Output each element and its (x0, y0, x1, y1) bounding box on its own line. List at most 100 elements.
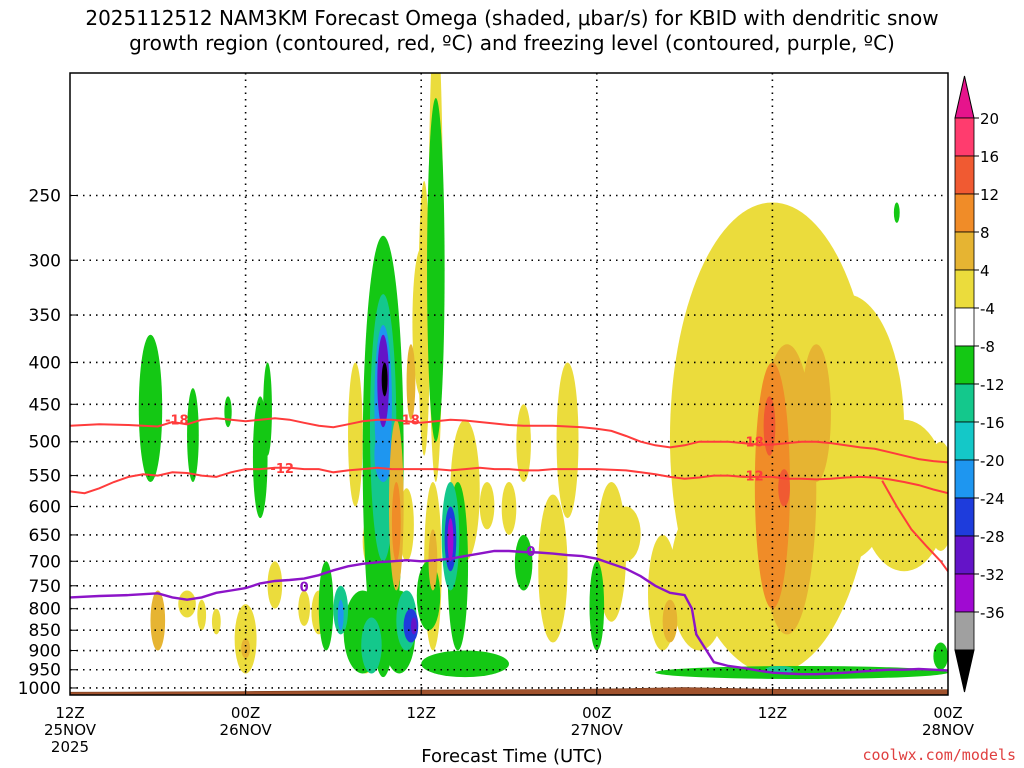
y-tick-label-550: 550 (29, 467, 61, 487)
y-tick-label-700: 700 (29, 552, 61, 572)
omega-area-23 (211, 608, 221, 635)
dendritic-contour-0 (70, 417, 948, 464)
colorbar-label-13: -36 (980, 604, 1005, 622)
omega-area-75 (361, 617, 382, 674)
chart-title-line1: 2025112512 NAM3KM Forecast Omega (shaded… (85, 6, 939, 30)
omega-area-22 (150, 590, 166, 651)
omega-area-79 (406, 344, 416, 420)
omega-area-29 (516, 404, 531, 482)
terrain (70, 687, 948, 695)
credit-text: coolwx.com/models (862, 746, 1016, 764)
y-axis: 2503003504004505005506006507007508008509… (18, 186, 78, 699)
x-tick-label-5-1: 28NOV (922, 721, 975, 739)
x-tick-label-4-0: 12Z (758, 704, 787, 722)
colorbar-bottom-arrow (954, 649, 975, 693)
omega-area-13 (801, 344, 831, 482)
omega-area-30 (556, 362, 579, 519)
omega-area-8 (596, 481, 627, 622)
x-axis-title: Forecast Time (UTC) (421, 746, 603, 767)
dendritic-contour-2 (881, 480, 948, 572)
colorbar-label-4: 4 (980, 262, 990, 280)
colorbar-segment-10 (954, 497, 975, 537)
y-tick-label-1000: 1000 (18, 679, 61, 699)
colorbar-label-11: -28 (980, 528, 1005, 546)
freezing-contour-0 (70, 549, 948, 676)
colorbar-segment-12 (954, 573, 975, 613)
y-tick-label-350: 350 (29, 306, 61, 326)
colorbar-segment-13 (954, 611, 975, 651)
omega-area-18 (348, 362, 363, 507)
label-freezing-a: 0 (300, 581, 309, 596)
x-tick-label-1-0: 00Z (231, 704, 260, 722)
y-tick-label-600: 600 (29, 497, 61, 517)
plot-frame (69, 72, 949, 696)
x-tick-label-2-0: 12Z (407, 704, 436, 722)
colorbar-label-1: 16 (980, 148, 999, 166)
y-tick-label-850: 850 (29, 621, 61, 641)
omega-area-25 (241, 638, 250, 659)
x-tick-label-3-1: 27NOV (571, 721, 624, 739)
label-freezing-b: 0 (526, 545, 535, 560)
omega-area-3 (926, 441, 948, 551)
colorbar-segment-11 (954, 535, 975, 575)
omega-area-28 (501, 481, 517, 535)
omega-area-46 (224, 396, 232, 428)
omega-area-45 (187, 388, 199, 482)
terrain-band (70, 687, 948, 695)
omega-area-35 (412, 248, 430, 397)
omega-area-12 (778, 469, 790, 507)
colorbar-label-12: -32 (980, 566, 1005, 584)
colorbar-segment-2 (954, 193, 975, 233)
omega-area-14 (662, 599, 678, 643)
omega-area-61 (263, 362, 272, 456)
colorbar-label-8: -16 (980, 414, 1005, 432)
colorbar-label-10: -24 (980, 490, 1005, 508)
y-tick-label-750: 750 (29, 577, 61, 597)
colorbar-label-2: 12 (980, 186, 999, 204)
colorbar-segment-3 (954, 231, 975, 271)
colorbar-label-9: -20 (980, 452, 1005, 470)
colorbar-segment-7 (954, 383, 975, 423)
y-tick-label-800: 800 (29, 600, 61, 620)
y-tick-label-650: 650 (29, 526, 61, 546)
colorbar: 20 16 12 8 4 -4 -8 -12 -16 -20 -24 -28 -32 -36 (954, 75, 1005, 693)
colorbar-segment-9 (954, 459, 975, 499)
omega-area-56 (514, 534, 533, 591)
y-tick-label-450: 450 (29, 395, 61, 415)
label-red-12-a: -12 (270, 462, 294, 477)
dendritic-contour-1 (70, 466, 948, 495)
colorbar-label-7: -12 (980, 376, 1005, 394)
omega-area-55 (421, 650, 509, 678)
colorbar-segment-5 (954, 307, 975, 347)
omega-area-10 (754, 362, 790, 609)
omega-area-51 (318, 561, 334, 651)
x-tick-label-5-0: 00Z (933, 704, 962, 722)
y-tick-label-400: 400 (29, 353, 61, 373)
omega-area-58 (655, 665, 948, 679)
omega-area-11 (763, 396, 776, 456)
y-tick-label-950: 950 (29, 661, 61, 681)
omega-area-2 (860, 419, 948, 572)
chart-title-line2: growth region (contoured, red, ºC) and f… (129, 31, 895, 55)
x-tick-label-0-0: 12Z (55, 704, 84, 722)
y-tick-label-500: 500 (29, 433, 61, 453)
y-tick-label-900: 900 (29, 642, 61, 662)
contours: -18 -18 -18 -12 -12 0 0 (70, 414, 948, 676)
colorbar-label-5: -4 (980, 300, 995, 318)
omega-area-5 (669, 506, 729, 651)
omega-area-66 (374, 427, 392, 482)
omega-area-49 (427, 98, 445, 442)
colorbar-label-3: 8 (980, 224, 990, 242)
colorbar-segment-4 (954, 269, 975, 309)
x-tick-label-0-2: 2025 (51, 738, 89, 756)
colorbar-top-arrow (954, 75, 975, 119)
omega-area-43 (915, 518, 923, 551)
omega-area-60 (933, 642, 948, 670)
y-tick-label-250: 250 (29, 186, 61, 206)
x-tick-label-3-0: 00Z (582, 704, 611, 722)
label-red-12-b: -12 (740, 470, 764, 485)
omega-area-31 (538, 494, 568, 643)
colorbar-segment-6 (954, 345, 975, 385)
omega-area-74 (410, 617, 417, 635)
